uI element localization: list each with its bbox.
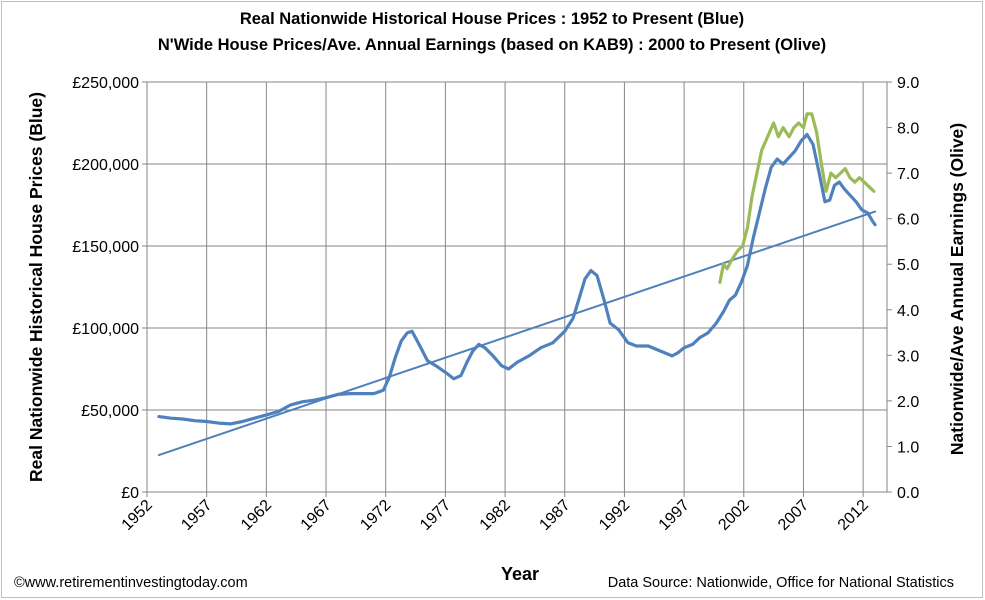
series-layer xyxy=(157,112,877,457)
right-tick-label: 7.0 xyxy=(897,166,919,183)
x-axis-ticks: 1952 1957 1962 1967 1972 1977 1982 1987 1992 1997… xyxy=(119,492,872,534)
chart-subtitle: N'Wide House Prices/Ave. Annual Earnings… xyxy=(158,36,826,54)
y-axis-left-label: Real Nationwide Historical House Prices … xyxy=(26,92,46,482)
x-tick-label: 1952 xyxy=(119,497,156,534)
left-tick-label: £250,000 xyxy=(72,75,139,92)
left-tick-label: £0 xyxy=(121,485,139,502)
copyright-text: ©www.retirementinvestingtoday.com xyxy=(14,575,248,591)
price-earnings-line xyxy=(718,112,876,284)
trend-line xyxy=(157,210,877,457)
right-tick-label: 8.0 xyxy=(897,121,919,138)
x-tick-label: 1977 xyxy=(417,497,454,534)
left-tick-label: £150,000 xyxy=(72,239,139,256)
right-tick-label: 5.0 xyxy=(897,257,919,274)
left-tick-label: £100,000 xyxy=(72,321,139,338)
x-tick-label: 2007 xyxy=(775,497,812,534)
right-tick-label: 6.0 xyxy=(897,212,919,229)
x-tick-label: 1962 xyxy=(238,497,275,534)
right-axis-ticks: 0.0 1.0 2.0 3.0 4.0 5.0 6.0 7.0 8.0 9.0 xyxy=(887,75,919,502)
x-tick-label: 1957 xyxy=(178,497,215,534)
chart-title: Real Nationwide Historical House Prices … xyxy=(240,10,744,28)
x-axis-label: Year xyxy=(501,564,539,584)
right-tick-label: 2.0 xyxy=(897,394,919,411)
right-tick-label: 3.0 xyxy=(897,348,919,365)
data-source-text: Data Source: Nationwide, Office for Nati… xyxy=(608,575,954,591)
left-tick-label: £200,000 xyxy=(72,157,139,174)
right-tick-label: 1.0 xyxy=(897,439,919,456)
left-axis-ticks: £0 £50,000 £100,000 £150,000 £200,000 £250,00… xyxy=(72,75,147,502)
left-tick-label: £50,000 xyxy=(81,403,139,420)
plot-area xyxy=(146,81,888,493)
x-tick-label: 1992 xyxy=(596,497,633,534)
right-tick-label: 9.0 xyxy=(897,75,919,92)
y-axis-right-label: Nationwide/Ave Annual Earnings (Olive) xyxy=(947,123,967,455)
x-tick-label: 1987 xyxy=(536,497,573,534)
x-tick-label: 2012 xyxy=(835,497,872,534)
grid-lines xyxy=(147,82,887,492)
right-tick-label: 4.0 xyxy=(897,303,919,320)
x-tick-label: 2002 xyxy=(715,497,752,534)
x-tick-label: 1972 xyxy=(357,497,394,534)
x-tick-label: 1967 xyxy=(298,497,335,534)
x-tick-label: 1982 xyxy=(477,497,514,534)
right-tick-label: 0.0 xyxy=(897,485,919,502)
x-tick-label: 1997 xyxy=(656,497,693,534)
